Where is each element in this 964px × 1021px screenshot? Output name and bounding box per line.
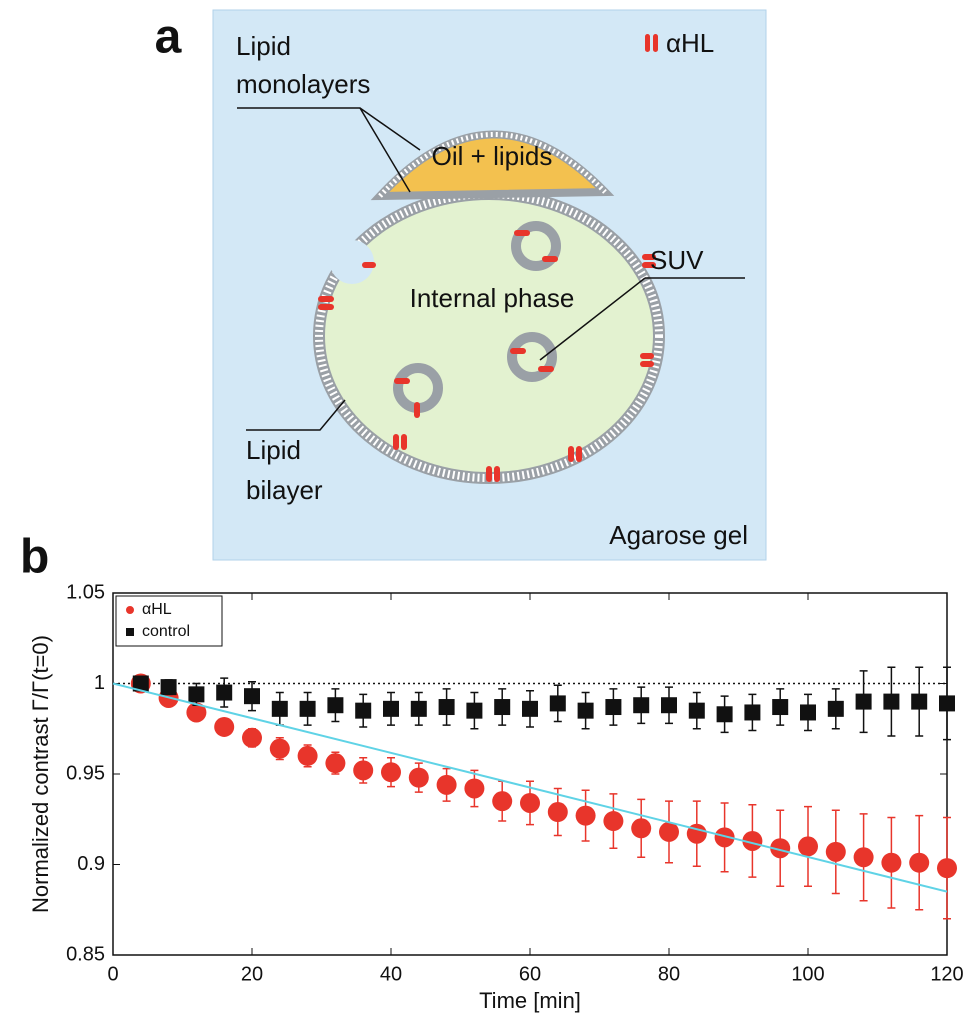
data-point — [214, 716, 235, 737]
data-point — [575, 805, 596, 826]
data-point — [410, 700, 427, 717]
x-tick-label: 60 — [519, 963, 541, 985]
data-point — [911, 693, 928, 710]
data-point — [853, 847, 874, 868]
x-tick-label: 120 — [930, 963, 963, 985]
plot-frame — [112, 592, 948, 956]
label: Oil + lipids — [432, 141, 553, 171]
label: monolayers — [236, 69, 370, 99]
data-point — [937, 858, 957, 879]
label: Agarose gel — [609, 520, 748, 550]
data-point — [299, 700, 316, 717]
data-point — [881, 852, 902, 873]
legend-label: αHL — [666, 28, 714, 58]
legend-marker — [126, 606, 134, 614]
data-point — [381, 762, 401, 783]
panel-label: a — [155, 11, 182, 64]
data-point — [188, 686, 205, 703]
data-point — [633, 697, 650, 714]
data-point — [160, 679, 177, 696]
data-point — [631, 818, 652, 839]
data-point — [464, 778, 485, 799]
x-tick-label: 0 — [107, 963, 118, 985]
data-point — [244, 688, 260, 705]
data-point — [883, 693, 900, 710]
data-point — [494, 699, 511, 716]
data-point — [522, 700, 538, 717]
data-point — [355, 702, 372, 719]
data-point — [742, 830, 763, 851]
panel-label: b — [20, 531, 49, 584]
x-axis-label: Time [min] — [479, 988, 581, 1013]
data-point — [383, 700, 399, 717]
y-tick-label: 0.85 — [66, 943, 105, 965]
data-point — [772, 699, 789, 716]
data-point — [520, 792, 540, 813]
x-tick-label: 80 — [658, 963, 680, 985]
y-tick-label: 0.95 — [66, 762, 105, 784]
data-point — [603, 811, 624, 832]
data-point — [271, 700, 288, 717]
data-point — [436, 774, 457, 795]
label: SUV — [650, 245, 704, 275]
fit-line — [112, 682, 948, 893]
label: Internal phase — [410, 283, 575, 313]
x-tick-label: 100 — [791, 963, 824, 985]
label: Lipid — [236, 31, 291, 61]
data-point — [659, 821, 679, 842]
data-point — [242, 727, 262, 748]
data-point — [798, 836, 818, 857]
data-point — [297, 745, 318, 766]
data-point — [216, 684, 233, 701]
legend-box — [115, 595, 223, 647]
data-point — [688, 702, 705, 719]
data-point — [800, 704, 816, 721]
data-point — [714, 827, 735, 848]
y-tick-label: 1 — [94, 672, 105, 694]
y-axis-label: Normalized contrast Γ/Γ(t=0) — [28, 635, 53, 913]
data-point — [408, 767, 429, 788]
label: Lipid — [246, 435, 301, 465]
data-point — [855, 693, 872, 710]
legend-marker — [126, 628, 134, 636]
y-tick-label: 0.9 — [77, 853, 105, 875]
data-point — [744, 704, 761, 721]
data-point — [353, 760, 374, 781]
data-point — [577, 702, 594, 719]
data-point — [547, 802, 568, 823]
data-point — [909, 852, 930, 873]
data-point — [827, 700, 844, 717]
legend-label: control — [142, 623, 190, 640]
y-tick-label: 1.05 — [66, 581, 105, 603]
data-point — [770, 838, 791, 859]
data-point — [438, 699, 455, 716]
membrane-defect — [330, 240, 374, 284]
data-point — [661, 697, 677, 714]
legend-label: αHL — [142, 601, 172, 618]
data-point — [549, 695, 566, 712]
data-point — [825, 841, 846, 862]
data-point — [716, 706, 733, 723]
data-point — [492, 791, 513, 812]
pores — [318, 34, 658, 482]
label: bilayer — [246, 475, 323, 505]
x-tick-label: 40 — [380, 963, 402, 985]
data-point — [605, 699, 622, 716]
data-point — [466, 702, 483, 719]
leader-lines — [237, 107, 745, 431]
x-tick-label: 20 — [241, 963, 263, 985]
data-point — [269, 738, 290, 759]
data-point — [325, 753, 346, 774]
data-point — [186, 702, 207, 723]
monolayer-texture — [378, 132, 607, 198]
data-point — [939, 695, 955, 712]
data-point — [132, 675, 149, 692]
data-point — [327, 697, 344, 714]
